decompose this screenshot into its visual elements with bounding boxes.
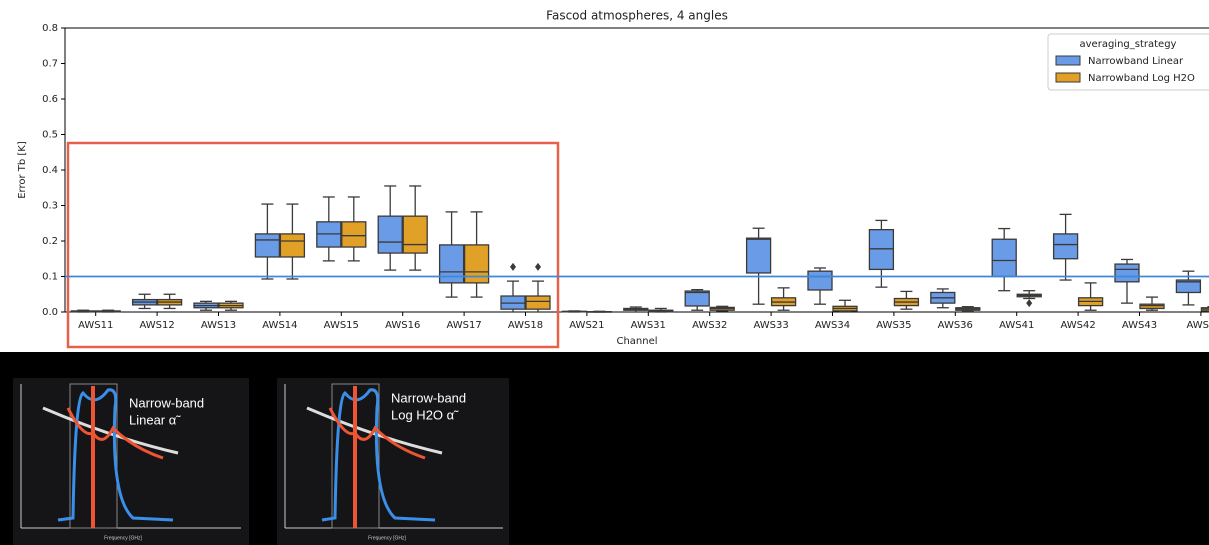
y-tick-label: 0.2: [42, 236, 58, 247]
x-tick-label: AWS35: [876, 320, 911, 331]
inset-axis-label: Frequency [GHz]: [104, 535, 142, 541]
x-tick-label: AWS13: [201, 320, 236, 331]
box: [1054, 234, 1078, 259]
box: [1140, 304, 1164, 308]
box: [747, 238, 771, 273]
legend-swatch: [1056, 56, 1080, 65]
y-tick-label: 0.4: [42, 165, 58, 176]
x-tick-label: AWS34: [815, 320, 850, 331]
inset-label: Narrow-band: [129, 395, 204, 410]
page: Fascod atmospheres, 4 angles Error Tb [K…: [0, 0, 1209, 545]
x-tick-label: AWS21: [569, 320, 604, 331]
y-tick-label: 0.0: [42, 307, 58, 318]
box: [1115, 264, 1139, 282]
x-tick-label: AWS14: [262, 320, 297, 331]
x-tick-label: AWS41: [999, 320, 1034, 331]
y-tick-label: 0.1: [42, 272, 58, 283]
inset-figure: Narrow-band Linear α̃ Frequency [GHz]: [13, 378, 249, 545]
box: [526, 296, 550, 309]
x-axis-label: Channel: [616, 336, 657, 347]
x-tick-label: AWS11: [78, 320, 113, 331]
box: [403, 216, 427, 253]
inset-label: Narrow-band: [391, 390, 466, 405]
x-tick-label: AWS31: [631, 320, 666, 331]
y-tick-label: 0.8: [42, 23, 58, 34]
x-tick-label: AWS42: [1060, 320, 1095, 331]
y-tick-label: 0.3: [42, 201, 58, 212]
y-tick-label: 0.7: [42, 59, 58, 70]
box: [255, 234, 279, 257]
chart: Fascod atmospheres, 4 angles Error Tb [K…: [0, 0, 1209, 352]
x-tick-label: AWS43: [1122, 320, 1157, 331]
x-tick-label: AWS15: [324, 320, 359, 331]
x-tick-label: AWS12: [139, 320, 174, 331]
box: [342, 222, 366, 247]
box: [992, 239, 1016, 276]
inset-label: Log H2O α̃: [391, 407, 459, 422]
y-axis-label: Error Tb [K]: [17, 141, 28, 199]
legend-swatch: [1056, 73, 1080, 82]
x-tick-label: AWS18: [508, 320, 543, 331]
chart-title: Fascod atmospheres, 4 angles: [546, 9, 728, 23]
box: [869, 230, 893, 270]
legend-label: Narrowband Linear: [1088, 56, 1184, 67]
x-tick-label: AWS16: [385, 320, 420, 331]
box: [685, 291, 709, 306]
box: [280, 234, 304, 257]
y-tick-label: 0.6: [42, 94, 58, 105]
x-tick-label: AWS32: [692, 320, 727, 331]
inset-label: Linear α̃: [129, 412, 181, 427]
box: [808, 271, 832, 290]
y-tick-label: 0.5: [42, 130, 58, 141]
legend-label: Narrowband Log H2O: [1088, 73, 1195, 84]
inset-figure: Narrow-band Log H2O α̃ Frequency [GHz]: [277, 378, 509, 545]
x-tick-label: AWS17: [446, 320, 481, 331]
x-tick-label: AWS33: [753, 320, 788, 331]
box: [378, 216, 402, 253]
x-tick-label: AWS36: [938, 320, 973, 331]
legend-title: averaging_strategy: [1080, 39, 1177, 50]
inset-axis-label: Frequency [GHz]: [368, 535, 406, 541]
x-tick-label: AWS4: [1186, 320, 1209, 331]
